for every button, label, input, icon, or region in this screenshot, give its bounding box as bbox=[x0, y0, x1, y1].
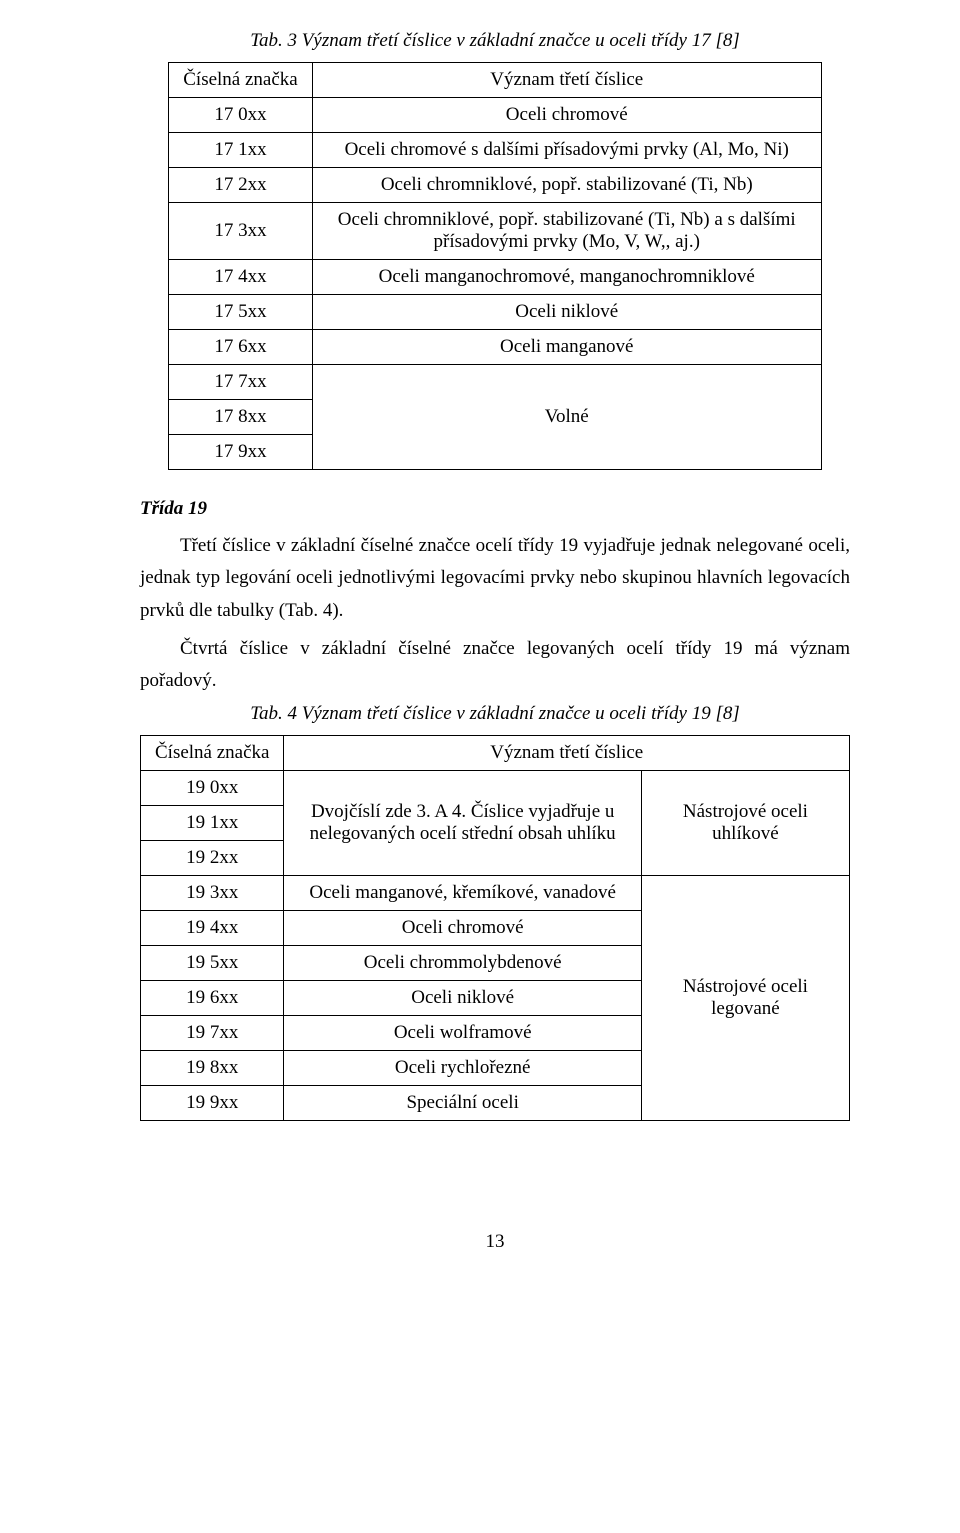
page-number: 13 bbox=[140, 1231, 850, 1253]
table3-header-meaning: Význam třetí číslice bbox=[312, 63, 821, 98]
cell-code: 19 3xx bbox=[141, 876, 284, 911]
table-row: 17 4xx Oceli manganochromové, manganochr… bbox=[169, 260, 821, 295]
cell-code: 19 0xx bbox=[141, 771, 284, 806]
cell-meaning: Oceli rychlořezné bbox=[284, 1051, 641, 1086]
cell-category-merged: Nástrojové oceli legované bbox=[641, 876, 849, 1121]
table-row: 17 6xx Oceli manganové bbox=[169, 330, 821, 365]
cell-code: 19 7xx bbox=[141, 1016, 284, 1051]
table-row: Číselná značka Význam třetí číslice bbox=[141, 736, 850, 771]
cell-meaning: Oceli manganové bbox=[312, 330, 821, 365]
cell-meaning: Oceli chromové s dalšími přísadovými prv… bbox=[312, 133, 821, 168]
cell-meaning: Oceli chromniklové, popř. stabilizované … bbox=[312, 203, 821, 260]
cell-code: 17 3xx bbox=[169, 203, 312, 260]
table-row: 17 3xx Oceli chromniklové, popř. stabili… bbox=[169, 203, 821, 260]
table4: Číselná značka Význam třetí číslice 19 0… bbox=[140, 735, 850, 1121]
cell-code: 17 7xx bbox=[169, 365, 312, 400]
cell-code: 19 9xx bbox=[141, 1086, 284, 1121]
paragraph: Třetí číslice v základní číselné značce … bbox=[140, 530, 850, 627]
table3-header-code: Číselná značka bbox=[169, 63, 312, 98]
cell-meaning: Oceli manganochromové, manganochromniklo… bbox=[312, 260, 821, 295]
cell-category-merged: Nástrojové oceli uhlíkové bbox=[641, 771, 849, 876]
cell-code: 19 5xx bbox=[141, 946, 284, 981]
cell-code: 17 1xx bbox=[169, 133, 312, 168]
cell-meaning: Oceli niklové bbox=[312, 295, 821, 330]
cell-meaning: Speciální oceli bbox=[284, 1086, 641, 1121]
cell-code: 19 2xx bbox=[141, 841, 284, 876]
cell-code: 17 6xx bbox=[169, 330, 312, 365]
table-row: 19 3xx Oceli manganové, křemíkové, vanad… bbox=[141, 876, 850, 911]
cell-meaning-merged: Dvojčíslí zde 3. A 4. Číslice vyjadřuje … bbox=[284, 771, 641, 876]
cell-code: 17 5xx bbox=[169, 295, 312, 330]
section-heading-trida-19: Třída 19 bbox=[140, 498, 850, 520]
table4-header-meaning: Význam třetí číslice bbox=[284, 736, 850, 771]
table3: Číselná značka Význam třetí číslice 17 0… bbox=[168, 62, 821, 470]
cell-meaning: Oceli wolframové bbox=[284, 1016, 641, 1051]
cell-meaning: Oceli chromové bbox=[312, 98, 821, 133]
page: Tab. 3 Význam třetí číslice v základní z… bbox=[0, 0, 960, 1283]
table-row: 19 0xx Dvojčíslí zde 3. A 4. Číslice vyj… bbox=[141, 771, 850, 806]
cell-meaning: Oceli niklové bbox=[284, 981, 641, 1016]
cell-code: 19 8xx bbox=[141, 1051, 284, 1086]
table-row: 17 7xx Volné bbox=[169, 365, 821, 400]
cell-code: 17 4xx bbox=[169, 260, 312, 295]
table3-caption: Tab. 3 Význam třetí číslice v základní z… bbox=[140, 30, 850, 52]
table4-header-code: Číselná značka bbox=[141, 736, 284, 771]
cell-meaning: Oceli chromové bbox=[284, 911, 641, 946]
cell-meaning: Oceli chrommolybdenové bbox=[284, 946, 641, 981]
table-row: Číselná značka Význam třetí číslice bbox=[169, 63, 821, 98]
cell-code: 17 2xx bbox=[169, 168, 312, 203]
cell-code: 17 9xx bbox=[169, 435, 312, 470]
cell-code: 19 1xx bbox=[141, 806, 284, 841]
table-row: 17 1xx Oceli chromové s dalšími přísadov… bbox=[169, 133, 821, 168]
cell-code: 19 4xx bbox=[141, 911, 284, 946]
cell-code: 19 6xx bbox=[141, 981, 284, 1016]
table-row: 17 2xx Oceli chromniklové, popř. stabili… bbox=[169, 168, 821, 203]
table-row: 17 0xx Oceli chromové bbox=[169, 98, 821, 133]
cell-meaning: Oceli manganové, křemíkové, vanadové bbox=[284, 876, 641, 911]
cell-code: 17 0xx bbox=[169, 98, 312, 133]
table4-caption: Tab. 4 Význam třetí číslice v základní z… bbox=[140, 703, 850, 725]
paragraph: Čtvrtá číslice v základní číselné značce… bbox=[140, 633, 850, 698]
cell-meaning: Oceli chromniklové, popř. stabilizované … bbox=[312, 168, 821, 203]
cell-code: 17 8xx bbox=[169, 400, 312, 435]
table-row: 17 5xx Oceli niklové bbox=[169, 295, 821, 330]
cell-meaning-merged: Volné bbox=[312, 365, 821, 470]
